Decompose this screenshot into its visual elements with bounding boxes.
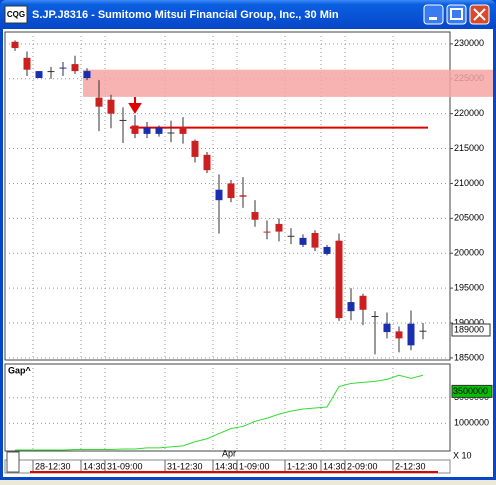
candle-body [191, 140, 199, 157]
candle-body [287, 235, 295, 237]
window-buttons [423, 4, 490, 25]
window-title: S.JP.J8316 - Sumitomo Mitsui Financial G… [32, 9, 339, 21]
x-tick-label: 2-12:30 [395, 461, 426, 471]
y-tick-label: 220000 [454, 108, 484, 118]
maximize-icon [450, 8, 463, 20]
x-tick-label: 1-09:00 [239, 461, 270, 471]
y-tick-label: 185000 [454, 352, 484, 362]
candle-body [251, 212, 259, 220]
candle-body [167, 132, 175, 134]
indicator-line [15, 374, 424, 451]
candle-body [263, 231, 271, 233]
candle-body [155, 127, 163, 134]
last-price-label: 189000 [454, 324, 484, 334]
candle-body [119, 119, 127, 121]
x-tick-label: 1-12:30 [287, 461, 318, 471]
x-tick-label: 31-09:00 [107, 461, 143, 471]
y-tick-label: 210000 [454, 178, 484, 188]
candle-body [215, 189, 223, 201]
candle-body [311, 232, 319, 248]
y-tick-label: 200000 [454, 248, 484, 258]
candle-body [47, 71, 55, 73]
candle-body [83, 71, 91, 79]
candle-body [419, 330, 427, 332]
candle-body [371, 316, 379, 318]
candle-body [71, 64, 79, 72]
candle-body [35, 71, 43, 79]
x-tick-label: 14:30 [215, 461, 238, 471]
indicator-value-box [451, 384, 493, 398]
candle-body [95, 97, 103, 107]
y-tick-label: 205000 [454, 213, 484, 223]
chart-body [3, 29, 493, 477]
x-tick-label: 28-12:30 [35, 461, 71, 471]
candle-body [179, 126, 187, 134]
app-icon [4, 5, 28, 24]
indicator-panel [4, 363, 451, 452]
x-tick-label: 14:30 [323, 461, 346, 471]
indicator-name: Gap^ [8, 365, 32, 375]
y-tick-label: 195000 [454, 282, 484, 292]
candle-body [359, 295, 367, 310]
maximize-button[interactable] [446, 4, 467, 25]
minimize-icon [429, 17, 437, 20]
scroll-handle[interactable] [6, 451, 20, 473]
candle-body [239, 195, 247, 197]
app-icon-text: CQG [7, 10, 25, 19]
signal-arrow [128, 97, 142, 114]
scale-note: X 10 [453, 450, 472, 460]
candle-body [335, 240, 343, 319]
candle-body [143, 127, 151, 134]
last-price-box [451, 323, 491, 337]
candle-body [323, 246, 331, 254]
minimize-button[interactable] [423, 4, 444, 25]
candle-body [347, 302, 355, 312]
price-panel [4, 31, 451, 361]
candle-body [383, 323, 391, 333]
candle-body [395, 331, 403, 339]
candle-body [11, 41, 19, 49]
candle-body [59, 67, 67, 69]
candle-body [227, 183, 235, 199]
y-tick-label: 1000000 [454, 418, 489, 428]
x-tick-label: 2-09:00 [347, 461, 378, 471]
y-tick-label: 215000 [454, 143, 484, 153]
y-tick-label: 190000 [454, 317, 484, 327]
candle-body [275, 223, 283, 232]
close-icon [473, 8, 486, 21]
y-tick-label: 230000 [454, 38, 484, 48]
x-tick-label: 31-12:30 [167, 461, 203, 471]
x-tick-label: 14:30 [83, 461, 106, 471]
candle-body [299, 237, 307, 245]
month-label: Apr [222, 448, 236, 458]
indicator-value-label: 3500000 [453, 386, 488, 396]
resistance-zone [83, 69, 493, 97]
candle-body [107, 99, 115, 114]
candle-body [131, 125, 139, 134]
candle-body [23, 57, 31, 70]
candle-body [203, 154, 211, 171]
title-bar [0, 0, 496, 29]
candle-body [407, 323, 415, 346]
